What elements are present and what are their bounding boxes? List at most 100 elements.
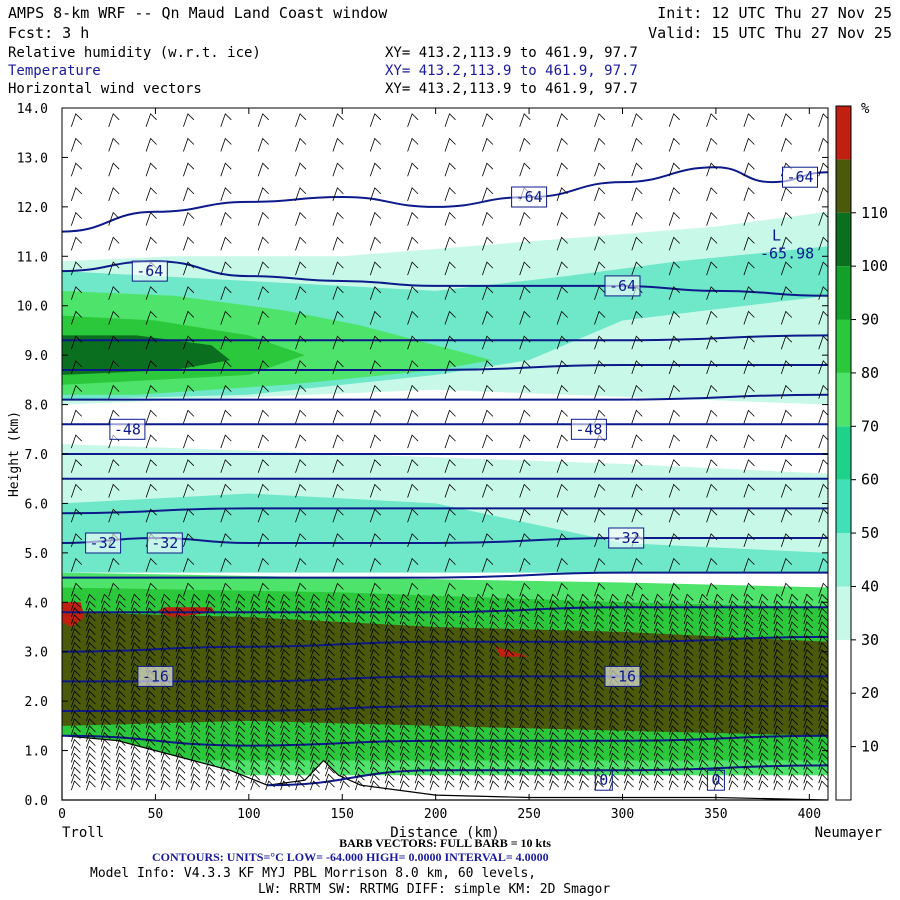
wind-barb bbox=[706, 286, 718, 300]
wind-barb bbox=[70, 607, 81, 618]
wind-barb bbox=[818, 261, 828, 276]
wind-barb bbox=[399, 593, 410, 604]
colorbar-swatch bbox=[836, 693, 851, 747]
wind-barb bbox=[160, 704, 171, 715]
wind-barb bbox=[407, 434, 419, 449]
wind-barb bbox=[115, 759, 126, 770]
wind-barb bbox=[519, 211, 531, 226]
wind-barb bbox=[683, 718, 694, 728]
wind-barb bbox=[265, 648, 275, 659]
wind-barb bbox=[220, 607, 231, 618]
wind-barb bbox=[190, 704, 201, 715]
wind-barb bbox=[369, 759, 380, 770]
wind-barb bbox=[758, 738, 769, 749]
wind-barb bbox=[100, 621, 111, 632]
wind-barb bbox=[130, 704, 141, 715]
wind-barb bbox=[482, 310, 494, 325]
wind-barb bbox=[519, 508, 531, 523]
wind-barb bbox=[803, 593, 814, 604]
wind-barb bbox=[295, 533, 307, 548]
wind-barb bbox=[70, 752, 81, 763]
wind-barb bbox=[444, 335, 456, 350]
wind-barb bbox=[145, 508, 157, 523]
wind-barb bbox=[519, 434, 531, 449]
wind-barb bbox=[534, 704, 545, 715]
wind-barb bbox=[728, 669, 739, 680]
wind-barb bbox=[788, 759, 799, 770]
wind-barb bbox=[190, 648, 201, 659]
wind-barb bbox=[638, 780, 649, 791]
wind-barb bbox=[489, 718, 500, 728]
wind-barb bbox=[340, 607, 350, 618]
wind-barb bbox=[803, 718, 814, 728]
wind-barb bbox=[773, 759, 784, 770]
wind-barb bbox=[444, 752, 455, 763]
wind-barb bbox=[310, 731, 320, 742]
wind-barb bbox=[108, 360, 120, 375]
wind-barb bbox=[758, 621, 769, 632]
wind-barb bbox=[295, 113, 307, 127]
wind-barb bbox=[549, 669, 559, 680]
wind-barb bbox=[108, 483, 120, 498]
wind-barb bbox=[100, 759, 111, 770]
wind-barb bbox=[414, 759, 425, 770]
wind-barb bbox=[519, 766, 530, 777]
wind-barb bbox=[653, 655, 664, 666]
wind-barb bbox=[624, 711, 634, 722]
wind-barb bbox=[519, 360, 531, 375]
wind-barb bbox=[340, 600, 350, 611]
wind-barb bbox=[145, 752, 156, 763]
wind-barb bbox=[803, 738, 814, 749]
wind-barb bbox=[713, 683, 724, 694]
wind-barb bbox=[183, 187, 195, 202]
wind-barb bbox=[235, 725, 246, 735]
wind-barb bbox=[728, 752, 739, 763]
wind-barb bbox=[564, 648, 574, 659]
wind-barb bbox=[728, 711, 739, 722]
wind-barb bbox=[295, 752, 305, 763]
wind-barb bbox=[489, 780, 500, 791]
wind-barb bbox=[683, 745, 694, 756]
wind-barb bbox=[70, 236, 83, 251]
wind-barb bbox=[369, 635, 380, 645]
wind-barb bbox=[130, 773, 141, 784]
wind-barb bbox=[504, 731, 515, 742]
wind-barb bbox=[414, 662, 425, 673]
wind-barb bbox=[564, 635, 574, 645]
wind-barb bbox=[803, 683, 814, 694]
wind-barb bbox=[265, 773, 275, 784]
wind-barb bbox=[235, 600, 246, 611]
wind-barb bbox=[444, 310, 456, 325]
wind-barb bbox=[743, 745, 754, 756]
wind-barb bbox=[773, 752, 784, 763]
wind-barb bbox=[780, 261, 793, 276]
wind-barb bbox=[728, 641, 739, 652]
wind-barb bbox=[235, 662, 246, 673]
wind-barb bbox=[638, 752, 649, 763]
wind-barb bbox=[743, 508, 755, 523]
wind-barb bbox=[160, 718, 171, 728]
wind-barb bbox=[579, 725, 589, 735]
wind-barb bbox=[549, 766, 559, 777]
wind-barb bbox=[504, 745, 515, 756]
wind-barb bbox=[310, 669, 320, 680]
wind-barb bbox=[310, 745, 320, 756]
wind-barb bbox=[70, 780, 81, 791]
wind-barb bbox=[638, 711, 649, 722]
wind-barb bbox=[773, 648, 784, 659]
wind-barb bbox=[145, 655, 156, 666]
wind-barb bbox=[482, 335, 494, 350]
wind-barb bbox=[108, 236, 120, 251]
field-xy-rh: XY= 413.2,113.9 to 461.9, 97.7 bbox=[385, 45, 638, 61]
wind-barb bbox=[190, 766, 201, 777]
header-init: Init: 12 UTC Thu 27 Nov 25 bbox=[657, 4, 892, 22]
wind-barb bbox=[220, 557, 232, 572]
wind-barb bbox=[369, 614, 380, 625]
wind-barb bbox=[220, 483, 232, 498]
colorbar-swatch bbox=[836, 479, 851, 534]
wind-barb bbox=[803, 648, 814, 659]
wind-barb bbox=[369, 731, 380, 742]
wind-barb bbox=[100, 704, 111, 715]
wind-barb bbox=[818, 310, 828, 325]
wind-barb bbox=[70, 676, 81, 687]
